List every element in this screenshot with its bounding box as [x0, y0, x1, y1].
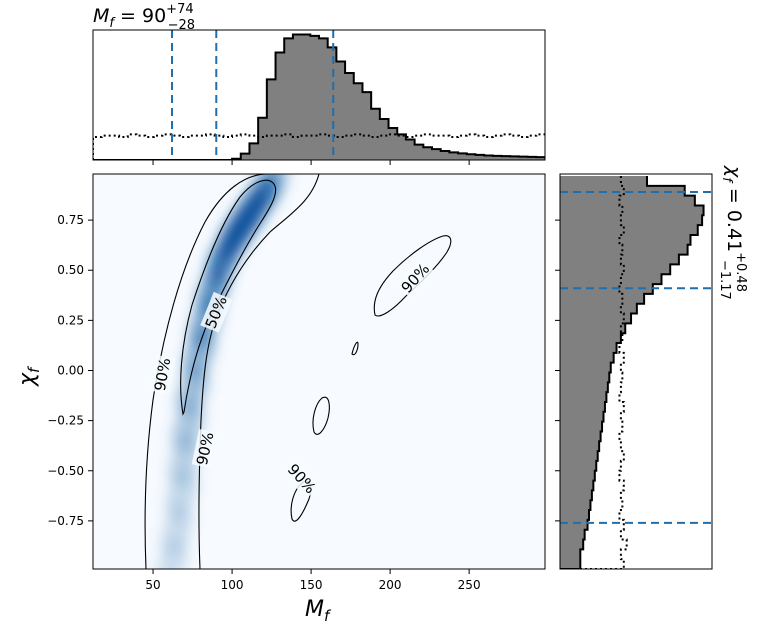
- chi-panel-ticks: [555, 219, 560, 522]
- contour-label-bg: [282, 458, 322, 499]
- x-tick-label: 150: [300, 578, 323, 592]
- chi-posterior-outline: [560, 176, 705, 569]
- contour-label-bg: [149, 355, 176, 394]
- mf-panel-frame: [92, 29, 546, 161]
- y-tick-label: 0.50: [57, 263, 84, 277]
- contour-label: 90%: [149, 355, 176, 394]
- mf-histogram: [93, 33, 545, 160]
- main-panel-frame: [92, 173, 546, 570]
- x-axis-title: Mf: [305, 597, 332, 625]
- density-heatmap: [156, 174, 288, 569]
- x-tick-label: 100: [221, 578, 244, 592]
- y-tick-label: −0.75: [47, 514, 84, 528]
- mf-quantile-lines: [171, 30, 335, 160]
- y-tick-label: 0.75: [57, 213, 84, 227]
- contour-90-small-dot: [351, 341, 359, 356]
- mf-panel-title: Mf = 90+74 −28: [93, 2, 195, 33]
- contour-label-bg: [200, 291, 233, 333]
- y-tick-label: 0.25: [57, 313, 84, 327]
- density-blob: [171, 402, 204, 451]
- mf-marginal-panel: Mf = 90+74 −28: [92, 2, 546, 165]
- contour-label-bg: [395, 258, 435, 299]
- chi-panel-frame: [559, 173, 713, 570]
- x-tick-label: 250: [458, 578, 481, 592]
- x-tick-label: 50: [145, 578, 160, 592]
- contour-90-mid-blob: [312, 396, 330, 435]
- y-axis-title: χf: [15, 365, 43, 387]
- x-tick-label: 200: [379, 578, 402, 592]
- density-blob: [160, 506, 193, 556]
- mf-posterior-outline: [93, 33, 545, 160]
- mf-posterior-fill: [93, 34, 545, 160]
- chi-posterior-fill: [560, 176, 704, 569]
- contour-label-bg: [191, 429, 219, 469]
- contour-90-main: [144, 174, 320, 569]
- chi-marginal-panel: χf = 0.41+0.48−1.17: [555, 165, 748, 570]
- chi-prior-outline: [560, 176, 628, 569]
- main-axis-ticks: 50 100 150 200 250 0.75 0.50 0.25 0.00 −0.25 −0.50…: [47, 213, 480, 592]
- contour-label-text: 90%: [151, 357, 175, 393]
- contour-90-upper-right: [373, 235, 452, 317]
- y-tick-label: −0.50: [47, 464, 84, 478]
- y-tick-label: −0.25: [47, 414, 84, 428]
- chi-panel-title: χf = 0.41+0.48−1.17: [717, 165, 748, 300]
- density-blob: [255, 174, 288, 209]
- density-blob: [176, 366, 209, 415]
- y-tick-label: 0.00: [57, 363, 84, 377]
- chi-histogram: [560, 176, 705, 569]
- mf-panel-ticks: [152, 160, 470, 165]
- main-density-panel: 50%90%90%90%90% 50 100 150 200 2500.750.500.…: [15, 173, 546, 625]
